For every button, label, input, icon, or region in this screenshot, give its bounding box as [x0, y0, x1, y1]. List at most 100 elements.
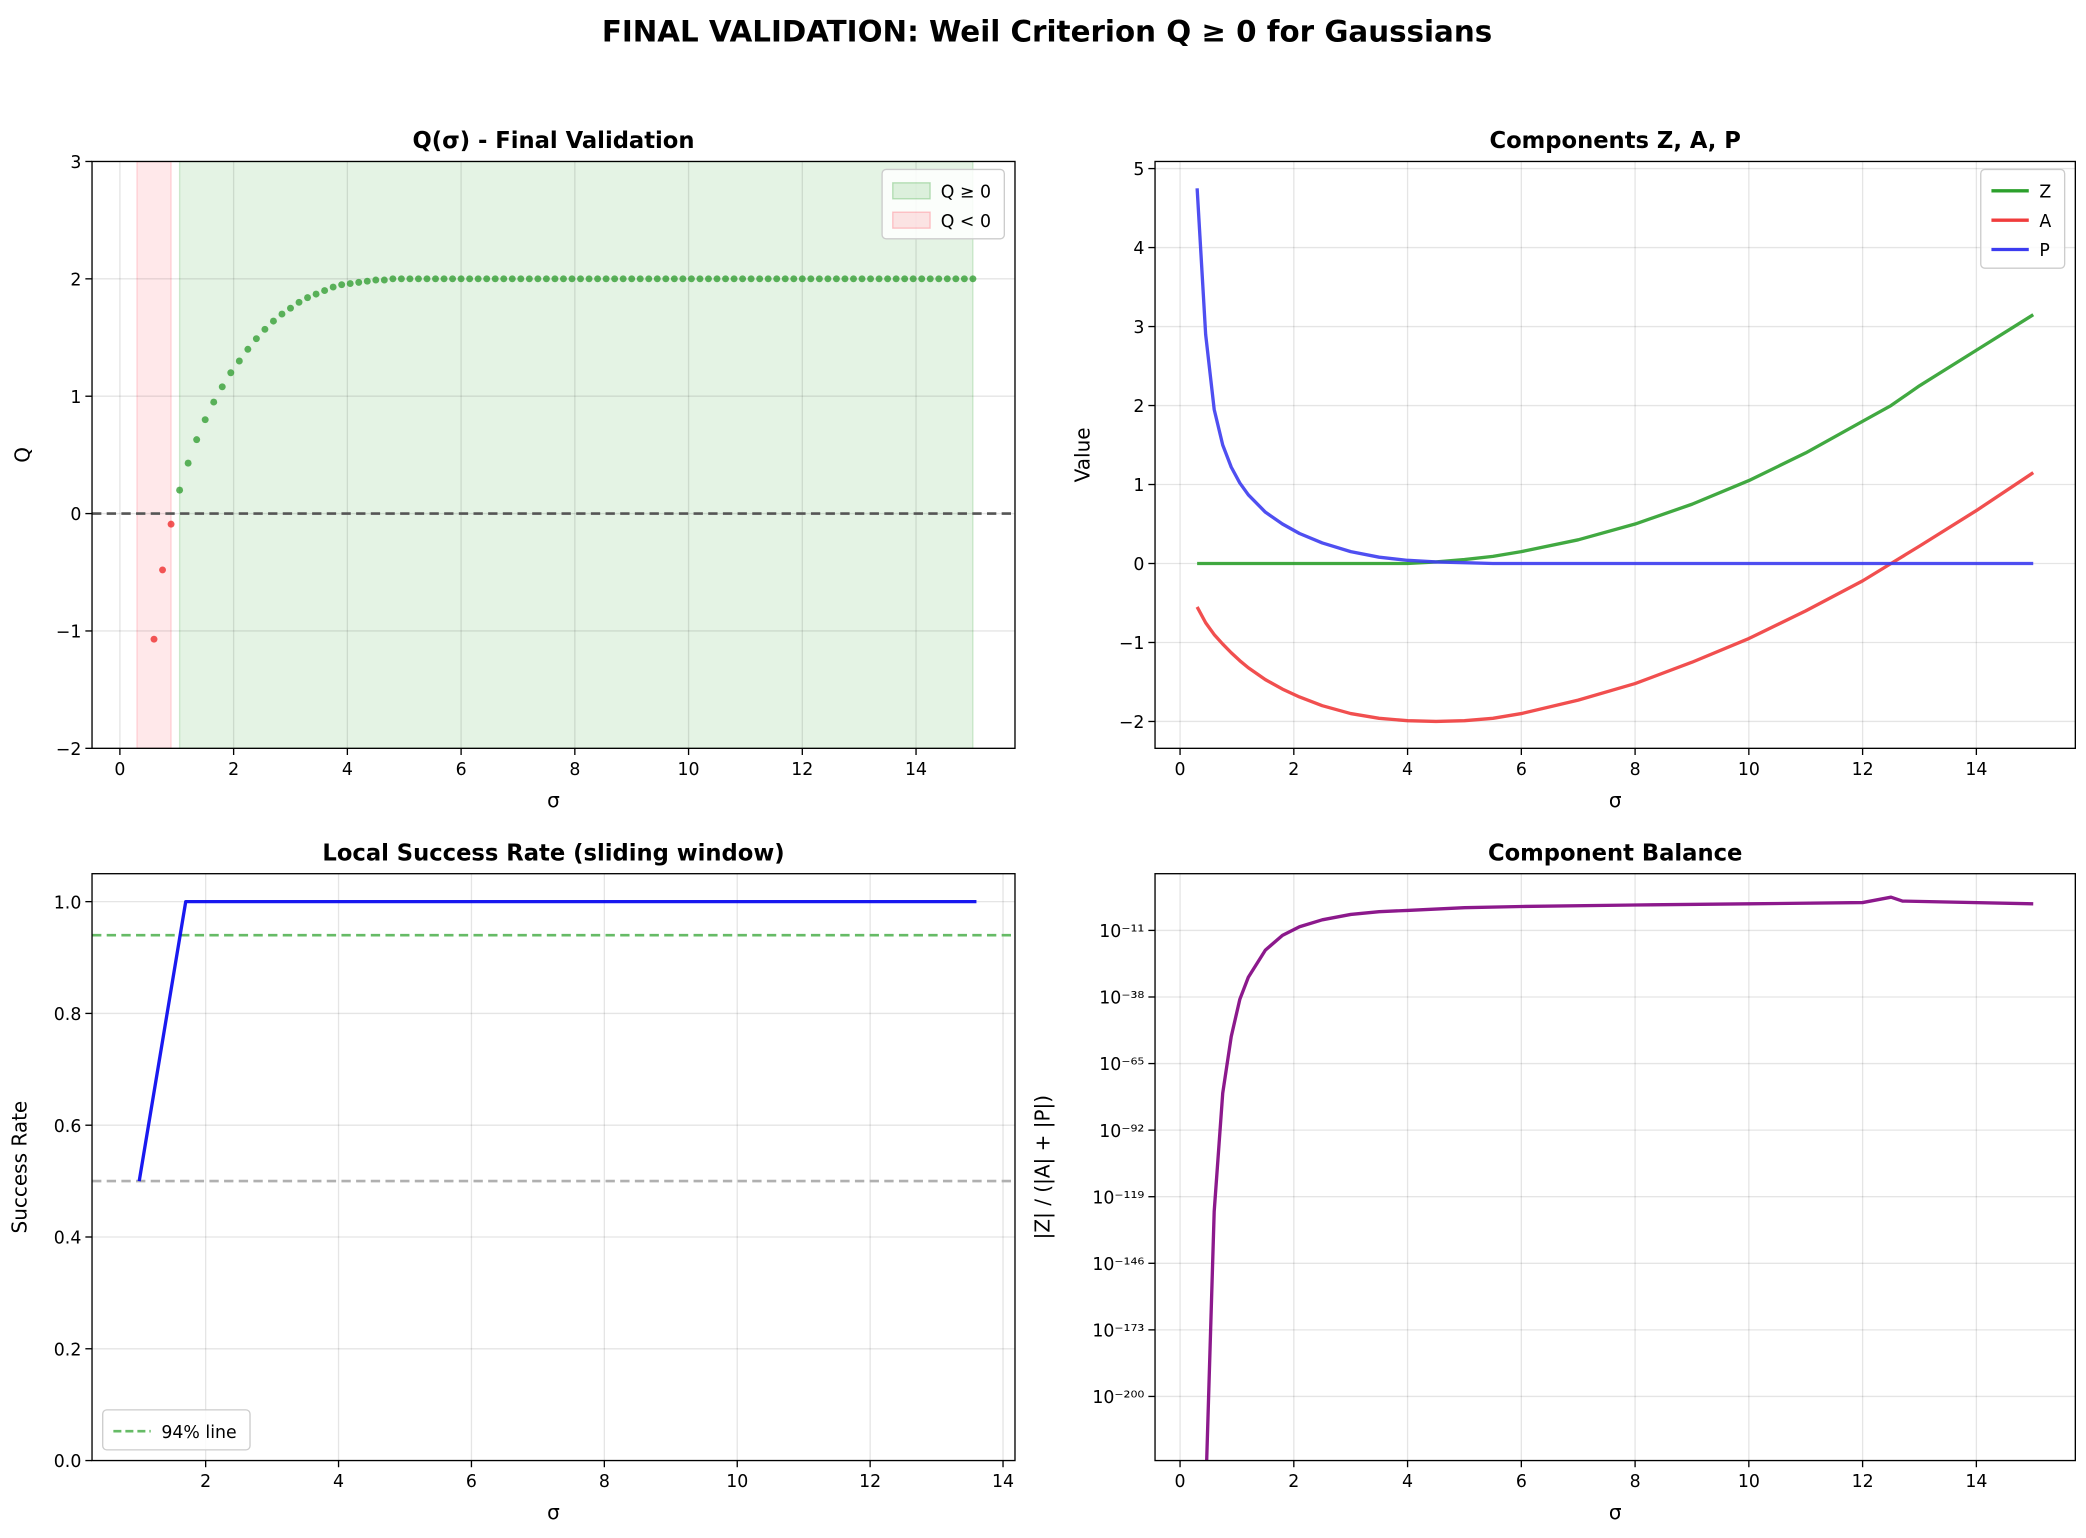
point — [815, 275, 823, 283]
y-tick-label: 0 — [70, 505, 81, 525]
line — [1205, 895, 2034, 1461]
point — [167, 520, 175, 528]
axes-frame — [1154, 873, 2076, 1462]
point — [807, 275, 815, 283]
x-tick-label: 14 — [905, 760, 927, 780]
x-axis-label: σ — [1609, 1500, 1622, 1524]
point — [440, 275, 448, 283]
point — [474, 275, 482, 283]
legend-label: A — [2039, 212, 2051, 232]
point — [193, 436, 201, 444]
legend-label: P — [2039, 241, 2049, 261]
y-tick-label: −2 — [56, 740, 82, 760]
line — [1197, 313, 2035, 566]
point — [798, 275, 806, 283]
point — [781, 275, 789, 283]
point — [824, 275, 832, 283]
point — [960, 275, 968, 283]
subplot: 0 2 4 6 8 10 12 14 10⁻²⁰⁰ 10⁻¹⁷³ 10⁻¹⁴⁶ 10⁻¹¹⁹ 10⁻⁹²… — [1031, 840, 2076, 1524]
legend: ZAP — [1980, 168, 2066, 269]
y-tick-label: 0.8 — [54, 1005, 82, 1025]
point — [355, 278, 363, 286]
point — [329, 283, 337, 291]
point — [747, 275, 755, 283]
point — [414, 275, 422, 283]
subplot: 2 4 6 8 10 12 14 0.0 0.2 0.4 0.6 0.8 1.0 Local Succes… — [8, 840, 1016, 1524]
x-tick-label: 4 — [333, 1472, 344, 1492]
point — [278, 310, 286, 318]
line — [1195, 471, 2035, 724]
y-tick-label: 1 — [1133, 476, 1144, 496]
plot-area — [92, 873, 1015, 1461]
y-tick-label: 10⁻²⁰⁰ — [1092, 1388, 1144, 1408]
x-axis-label: σ — [547, 788, 560, 812]
point — [679, 275, 687, 283]
x-tick-label: 8 — [569, 760, 580, 780]
plot-area — [1155, 161, 2076, 749]
x-tick-label: 4 — [342, 760, 353, 780]
point — [397, 275, 405, 283]
legend-swatch — [892, 182, 931, 200]
point — [670, 275, 678, 283]
point — [312, 290, 320, 298]
point — [773, 275, 781, 283]
point — [252, 335, 260, 343]
y-tick-label: 1.0 — [54, 893, 82, 913]
legend-label: 94% line — [161, 1423, 236, 1443]
point — [176, 486, 184, 494]
y-tick-label: 10⁻⁹² — [1099, 1122, 1144, 1142]
point — [201, 416, 209, 424]
point — [739, 275, 747, 283]
x-tick-label: 10 — [1738, 760, 1760, 780]
point — [713, 275, 721, 283]
y-tick-label: 10⁻³⁸ — [1099, 989, 1144, 1009]
y-tick-label: 10⁻¹⁴⁶ — [1092, 1255, 1144, 1275]
plot-area — [1155, 873, 2076, 1461]
legend: Q ≥ 0 Q < 0 — [881, 168, 1005, 240]
x-axis-label: σ — [1609, 788, 1622, 812]
y-tick-label: 1 — [70, 388, 81, 408]
point — [901, 275, 909, 283]
point — [491, 275, 499, 283]
y-tick-label: 10⁻¹¹⁹ — [1092, 1188, 1144, 1208]
legend-label: Z — [2039, 182, 2051, 202]
span — [136, 161, 172, 749]
x-tick-label: 12 — [1852, 1472, 1874, 1492]
x-tick-label: 0 — [1175, 760, 1186, 780]
point — [884, 275, 892, 283]
y-tick-label: −1 — [1119, 634, 1145, 654]
y-tick-label: 0 — [1133, 555, 1144, 575]
point — [159, 566, 167, 574]
point — [577, 275, 584, 283]
point — [628, 275, 636, 283]
x-tick-label: 8 — [1630, 1472, 1641, 1492]
point — [687, 275, 695, 283]
point — [611, 275, 619, 283]
span — [178, 161, 974, 749]
point — [218, 383, 226, 391]
point — [892, 275, 900, 283]
point — [508, 275, 516, 283]
legend-label: Q ≥ 0 — [941, 182, 991, 202]
y-tick-label: 2 — [70, 271, 81, 291]
y-tick-label: 3 — [1133, 318, 1144, 338]
point — [372, 276, 380, 284]
plot-area — [92, 161, 1015, 749]
point — [261, 325, 269, 333]
point — [542, 275, 550, 283]
point — [466, 275, 474, 283]
point — [457, 275, 465, 283]
point — [150, 635, 158, 643]
x-tick-label: 6 — [1516, 760, 1527, 780]
legend: 94% line — [102, 1409, 251, 1451]
point — [935, 275, 943, 283]
subplot-title: Components Z, A, P — [1489, 128, 1740, 154]
point — [841, 275, 849, 283]
point — [662, 275, 670, 283]
point — [363, 277, 371, 285]
point — [867, 275, 875, 283]
point — [338, 281, 346, 289]
point — [287, 304, 294, 312]
x-tick-label: 12 — [859, 1472, 881, 1492]
